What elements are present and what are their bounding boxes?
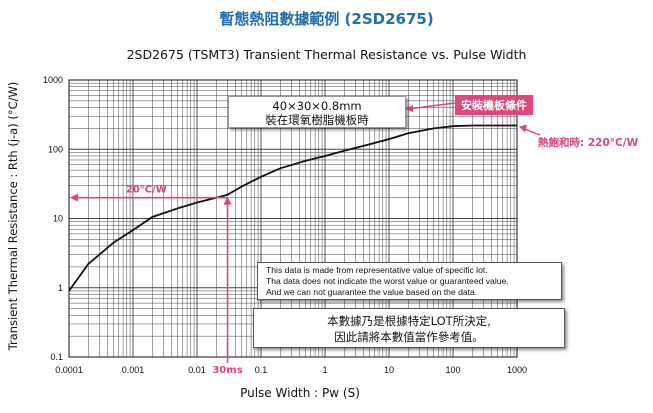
board-condition-label: 安裝機板條件 xyxy=(455,95,533,115)
saturation-arrowhead xyxy=(519,124,527,133)
plot-frame xyxy=(68,79,518,358)
disclaimer-line-1: This data is made from representative va… xyxy=(266,265,488,275)
saturation-label: 熱飽和時: 220°C/W xyxy=(538,136,639,149)
x-tick-label: 0.01 xyxy=(188,365,206,375)
x-tick-label: 1000 xyxy=(507,365,527,375)
x-tick-label: 10 xyxy=(384,365,394,375)
y-tick-label: 100 xyxy=(48,144,63,154)
thermal-resistance-curve xyxy=(68,124,517,292)
disclaimer-zh-line-1: 本數據乃是根據特定LOT所決定, xyxy=(327,314,491,328)
chart-title: 2SD2675 (TSMT3) Transient Thermal Resist… xyxy=(126,47,527,62)
marker-20cw-arrowhead xyxy=(70,193,78,202)
chart-markers: 20°C/W 30ms 熱飽和時: 220°C/W xyxy=(70,102,639,376)
chinese-disclaimer-box: 本數據乃是根據特定LOT所決定, 因此請將本數值當作參考值。 xyxy=(253,308,565,348)
x-tick-label: 0.1 xyxy=(255,365,268,375)
x-tick-label: 100 xyxy=(445,365,460,375)
y-tick-label: 10 xyxy=(53,214,63,224)
board-dimension-text: 40×30×0.8mm xyxy=(272,99,362,113)
english-disclaimer-box: This data is made from representative va… xyxy=(257,262,562,300)
disclaimer-line-3: And we can not guarantee the value based… xyxy=(266,287,478,297)
chart-tick-labels: 0.0001 0.001 0.01 0.1 1 10 100 1000 0.1 1 10 100 100… xyxy=(43,75,527,375)
y-tick-label: 1000 xyxy=(43,75,63,85)
disclaimer-zh-line-2: 因此請將本數值當作參考值。 xyxy=(334,330,484,344)
disclaimer-line-2: Tha data does not indicate the worst val… xyxy=(266,276,509,286)
board-label-leader xyxy=(407,102,456,110)
y-tick-label: 1 xyxy=(58,283,63,293)
x-tick-label: 1 xyxy=(322,365,327,375)
y-tick-label: 0.1 xyxy=(50,352,63,362)
marker-30ms-arrowhead xyxy=(223,196,232,205)
board-label-arrowhead xyxy=(406,105,413,112)
chart-series xyxy=(68,124,517,292)
page-heading: 暫態熱阻數據範例 (2SD2675) xyxy=(219,10,434,28)
x-axis-label: Pulse Width : Pw (S) xyxy=(240,386,360,400)
marker-30ms-label: 30ms xyxy=(212,365,242,376)
y-axis-label: Transient Thermal Resistance : Rth (j-a)… xyxy=(6,81,20,351)
board-material-text: 裝在環氧樹脂機板時 xyxy=(265,113,369,127)
marker-20cw-label: 20°C/W xyxy=(126,185,167,196)
x-tick-label: 0.0001 xyxy=(55,365,83,375)
board-dimension-box: 40×30×0.8mm 裝在環氧樹脂機板時 xyxy=(228,96,406,128)
x-tick-label: 0.001 xyxy=(122,365,145,375)
